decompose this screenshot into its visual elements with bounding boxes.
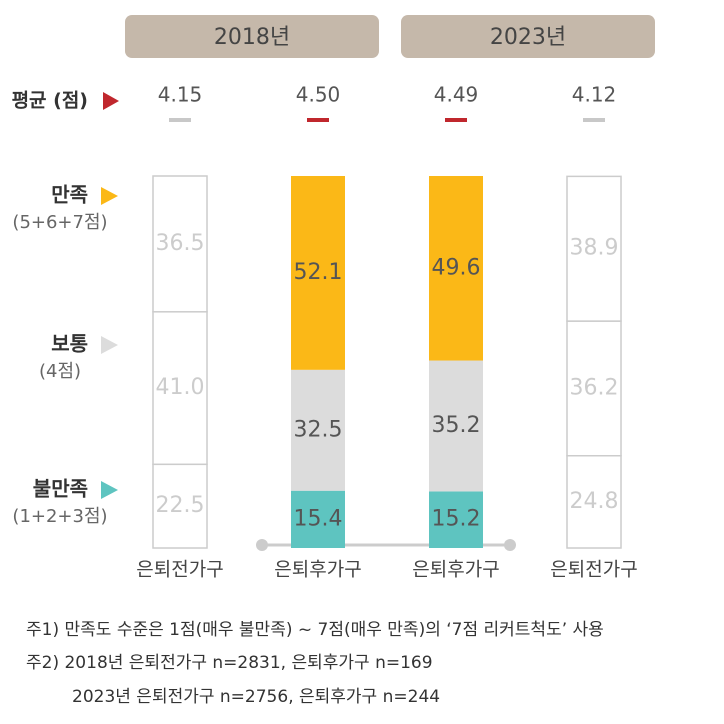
bar-segment — [429, 491, 483, 548]
average-mark — [169, 118, 191, 122]
x-tick-label: 은퇴후가구 — [274, 559, 361, 581]
legend-label: 만족 — [51, 183, 88, 207]
bar-segment — [152, 463, 208, 549]
note: 2023년 은퇴전가구 n=2756, 은퇴후가구 n=244 — [72, 687, 440, 707]
data-label: 52.1 — [294, 260, 343, 285]
group-label: 2018년 — [214, 25, 290, 50]
average-mark — [583, 118, 605, 122]
data-label: 32.5 — [294, 417, 343, 442]
bar-segment — [291, 176, 345, 370]
data-label: 49.6 — [432, 255, 481, 280]
data-label: 36.5 — [156, 231, 205, 256]
data-label: 24.8 — [570, 489, 619, 514]
group-header — [125, 15, 379, 58]
x-tick-label: 은퇴전가구 — [136, 559, 223, 581]
data-label: 41.0 — [156, 375, 205, 400]
x-tick-label: 은퇴전가구 — [550, 559, 637, 581]
average-mark — [445, 118, 467, 122]
bar-segment — [566, 320, 622, 457]
average-mark — [307, 118, 329, 122]
group-label: 2023년 — [490, 25, 566, 50]
data-label: 15.2 — [432, 507, 481, 532]
bar-segment — [291, 490, 345, 548]
bar-segment — [152, 175, 208, 313]
legend-label: 보통 — [51, 332, 88, 356]
average-label: 평균 (점) — [12, 90, 88, 112]
group-header — [401, 15, 655, 58]
bar-segment — [566, 454, 622, 549]
bar-segment — [429, 360, 483, 492]
legend-arrow — [103, 92, 119, 110]
bar-segment — [291, 369, 345, 491]
data-label: 38.9 — [570, 236, 619, 261]
legend-sublabel: (1+2+3점) — [12, 506, 107, 527]
x-tick-label: 은퇴후가구 — [412, 559, 499, 581]
connector-dot — [504, 539, 516, 551]
note: 주2) 2018년 은퇴전가구 n=2831, 은퇴후가구 n=169 — [26, 653, 433, 673]
data-label: 36.2 — [570, 375, 619, 400]
data-label: 22.5 — [156, 493, 205, 518]
connector-dot — [256, 539, 268, 551]
legend-sublabel: (4점) — [39, 361, 81, 382]
legend-label: 불만족 — [33, 477, 88, 501]
data-label: 35.2 — [432, 413, 481, 438]
bar-segment — [429, 176, 483, 361]
data-label: 15.4 — [294, 506, 343, 531]
average-value: 4.50 — [296, 83, 341, 107]
bar-segment — [566, 175, 622, 322]
average-value: 4.15 — [158, 83, 203, 107]
average-value: 4.12 — [572, 83, 617, 107]
legend-sublabel: (5+6+7점) — [12, 212, 107, 233]
legend-arrow — [101, 336, 118, 354]
legend-arrow — [101, 481, 118, 499]
note: 주1) 만족도 수준은 1점(매우 불만족) ~ 7점(매우 만족)의 ‘7점 … — [26, 620, 604, 640]
legend-arrow — [101, 187, 118, 205]
average-value: 4.49 — [434, 83, 479, 107]
